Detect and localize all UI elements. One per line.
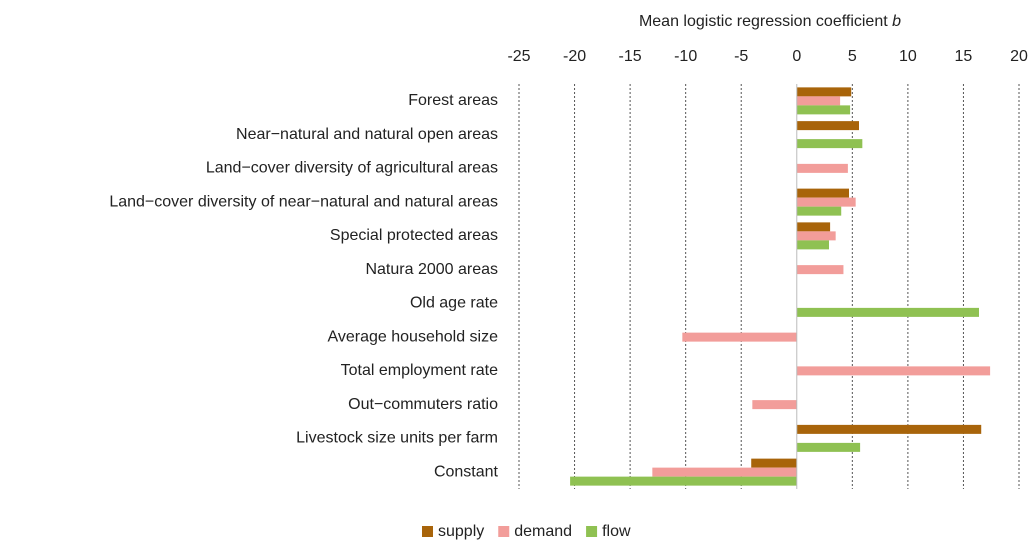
bar bbox=[796, 206, 842, 216]
bar bbox=[570, 476, 797, 486]
y-tick-label: Average household size bbox=[328, 328, 499, 345]
y-tick-label: Near−natural and natural open areas bbox=[236, 126, 498, 143]
bar bbox=[796, 121, 859, 131]
bar bbox=[796, 222, 831, 232]
legend-label: flow bbox=[602, 523, 631, 540]
y-tick-label: Total employment rate bbox=[341, 362, 499, 379]
bar bbox=[796, 197, 856, 207]
x-tick-label: -10 bbox=[674, 48, 697, 65]
bar bbox=[796, 163, 848, 173]
legend-swatch bbox=[422, 526, 433, 537]
bar bbox=[796, 424, 982, 434]
bar bbox=[796, 188, 849, 198]
legend-swatch bbox=[586, 526, 598, 537]
bar bbox=[796, 87, 852, 97]
bar bbox=[796, 307, 979, 317]
legend-swatch bbox=[498, 526, 510, 537]
y-tick-label: Forest areas bbox=[408, 92, 498, 109]
bar bbox=[796, 265, 844, 275]
legend-label: demand bbox=[514, 523, 572, 540]
bar bbox=[752, 400, 797, 410]
x-tick-label: -5 bbox=[734, 48, 748, 65]
bar bbox=[682, 332, 797, 342]
y-tick-label: Constant bbox=[434, 463, 499, 480]
y-tick-label: Special protected areas bbox=[330, 227, 498, 244]
bar bbox=[751, 458, 797, 468]
x-tick-label: -15 bbox=[619, 48, 642, 65]
bar bbox=[652, 467, 797, 477]
bar bbox=[796, 231, 836, 241]
x-tick-label: 20 bbox=[1010, 48, 1028, 65]
y-tick-label: Livestock size units per farm bbox=[296, 430, 498, 447]
x-tick-label: 0 bbox=[792, 48, 801, 65]
bar bbox=[796, 366, 991, 376]
y-tick-label: Land−cover diversity of agricultural are… bbox=[206, 160, 498, 177]
y-tick-label: Out−commuters ratio bbox=[348, 396, 498, 413]
x-tick-label: -25 bbox=[507, 48, 530, 65]
x-tick-label: 15 bbox=[955, 48, 973, 65]
bar bbox=[796, 105, 851, 115]
y-tick-label: Old age rate bbox=[410, 295, 498, 312]
bar bbox=[796, 139, 863, 149]
bar bbox=[796, 96, 841, 106]
bar bbox=[796, 442, 861, 452]
legend-label: supply bbox=[438, 523, 484, 540]
x-tick-label: 10 bbox=[899, 48, 917, 65]
y-tick-label: Land−cover diversity of near−natural and… bbox=[109, 193, 498, 210]
axis-title: Mean logistic regression coefficient b bbox=[639, 13, 901, 30]
y-tick-label: Natura 2000 areas bbox=[365, 261, 498, 278]
x-tick-label: -20 bbox=[563, 48, 586, 65]
x-tick-label: 5 bbox=[848, 48, 857, 65]
axis-title-text: Mean logistic regression coefficient bbox=[639, 13, 888, 30]
axis-title-symbol: b bbox=[892, 13, 901, 30]
bar bbox=[796, 240, 829, 250]
